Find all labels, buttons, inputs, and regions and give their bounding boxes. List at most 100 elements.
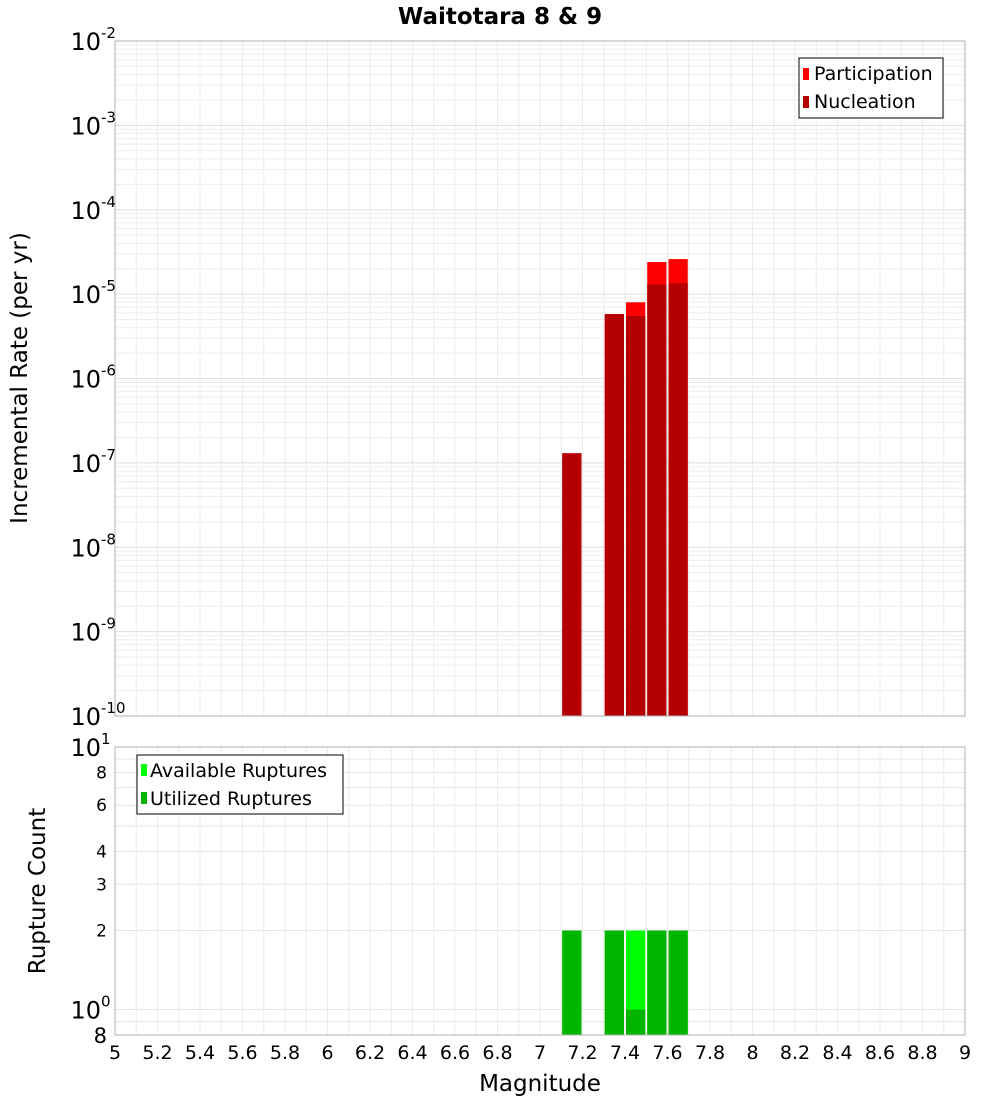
rate-bars <box>562 259 688 716</box>
svg-text:-4: -4 <box>101 193 116 211</box>
rate-y-tick-label: 10 -3 <box>70 108 116 140</box>
rate-y-tick-label: 10 -8 <box>70 530 116 562</box>
available-ruptures-legend-swatch <box>141 764 147 776</box>
x-tick-label: 8.8 <box>907 1042 937 1064</box>
nucleation-bar <box>562 453 582 716</box>
count-y-tick-label: 6 <box>96 796 107 816</box>
x-tick-label: 7.2 <box>567 1042 597 1064</box>
x-axis-label: Magnitude <box>479 1071 601 1097</box>
rate-y-tick-label: 10 -4 <box>70 193 116 225</box>
svg-text:10: 10 <box>70 734 101 762</box>
x-tick-label: 8.6 <box>865 1042 895 1064</box>
x-tick-label: 6 <box>321 1042 333 1064</box>
x-tick-label: 6.2 <box>355 1042 385 1064</box>
rate-legend: Participation Nucleation <box>798 57 944 119</box>
rate-y-tick-label: 10 -10 <box>70 699 125 731</box>
svg-text:6: 6 <box>96 796 107 816</box>
x-tick-label: 8.4 <box>822 1042 852 1064</box>
x-tick-label: 5.4 <box>185 1042 215 1064</box>
x-tick-labels: 5 5.2 5.4 5.6 5.8 6 6.2 6.4 6.6 6.8 7 7.2 7.4 7.6 7.8 8… <box>109 1042 971 1064</box>
svg-text:10: 10 <box>70 997 101 1025</box>
svg-text:-8: -8 <box>101 530 116 548</box>
available-ruptures-bar <box>626 930 646 1035</box>
svg-text:10: 10 <box>70 366 101 394</box>
count-y-tick-label: 8 <box>96 763 107 783</box>
rate-y-tick-label: 10 -9 <box>70 615 116 647</box>
x-tick-label: 5.2 <box>142 1042 172 1064</box>
svg-text:-2: -2 <box>101 24 116 42</box>
svg-text:10: 10 <box>70 281 101 309</box>
rate-y-tick-label: 10 -6 <box>70 362 116 394</box>
x-tick-label: 7 <box>534 1042 546 1064</box>
x-tick-label: 5 <box>109 1042 121 1064</box>
nucleation-bar <box>604 314 624 716</box>
svg-text:-5: -5 <box>101 277 116 295</box>
svg-text:-9: -9 <box>101 615 116 633</box>
count-y-tick-label: 8 <box>94 1024 107 1048</box>
utilized-ruptures-bar <box>562 930 582 1035</box>
utilized-ruptures-legend-swatch <box>141 792 147 804</box>
participation-legend-swatch <box>803 68 809 80</box>
x-tick-label: 7.4 <box>610 1042 640 1064</box>
x-tick-label: 6.4 <box>397 1042 427 1064</box>
nucleation-bar <box>626 316 646 716</box>
svg-text:4: 4 <box>96 842 107 862</box>
count-y-tick-label: 4 <box>96 842 107 862</box>
count-y-tick-label: 10 0 <box>70 993 110 1025</box>
count-bars <box>562 930 688 1035</box>
nucleation-legend-label: Nucleation <box>814 91 916 113</box>
utilized-ruptures-bar <box>668 930 688 1035</box>
svg-text:10: 10 <box>70 28 101 56</box>
svg-text:10: 10 <box>70 112 101 140</box>
x-tick-label: 8 <box>746 1042 758 1064</box>
count-legend: Available Ruptures Utilized Ruptures <box>136 754 344 815</box>
svg-text:-6: -6 <box>101 362 116 380</box>
x-tick-label: 9 <box>959 1042 971 1064</box>
svg-text:1: 1 <box>101 730 111 748</box>
svg-text:0: 0 <box>101 993 111 1011</box>
svg-text:-10: -10 <box>101 699 126 717</box>
x-tick-label: 7.8 <box>695 1042 725 1064</box>
count-y-tick-label: 10 1 <box>70 730 110 762</box>
x-tick-label: 5.6 <box>227 1042 257 1064</box>
svg-text:10: 10 <box>70 534 101 562</box>
rate-y-axis-label: Incremental Rate (per yr) <box>7 232 33 524</box>
svg-text:-3: -3 <box>101 108 116 126</box>
nucleation-bar <box>647 284 667 716</box>
chart-title: Waitotara 8 & 9 <box>398 4 602 30</box>
rate-y-tick-label: 10 -2 <box>70 24 116 56</box>
svg-text:8: 8 <box>96 763 107 783</box>
utilized-ruptures-bar <box>647 930 667 1035</box>
x-tick-label: 7.6 <box>652 1042 682 1064</box>
x-tick-label: 5.8 <box>270 1042 300 1064</box>
rate-gridlines <box>114 41 966 717</box>
svg-text:10: 10 <box>70 703 101 731</box>
rate-plot-frame <box>114 40 966 717</box>
svg-text:10: 10 <box>70 619 101 647</box>
svg-text:3: 3 <box>96 875 107 895</box>
svg-text:10: 10 <box>70 197 101 225</box>
svg-text:10: 10 <box>70 450 101 478</box>
nucleation-legend-swatch <box>803 96 809 108</box>
participation-legend-label: Participation <box>814 63 933 85</box>
rate-y-tick-label: 10 -7 <box>70 446 116 478</box>
x-tick-label: 6.8 <box>482 1042 512 1064</box>
utilized-ruptures-bar <box>604 930 624 1035</box>
x-tick-label: 6.6 <box>440 1042 470 1064</box>
svg-text:-7: -7 <box>101 446 116 464</box>
count-plot-frame <box>114 746 966 1036</box>
utilized-ruptures-legend-label: Utilized Ruptures <box>150 788 312 810</box>
utilized-ruptures-bar <box>626 1009 646 1035</box>
count-y-axis-label: Rupture Count <box>25 808 51 974</box>
count-y-tick-label: 2 <box>96 922 107 942</box>
available-ruptures-legend-label: Available Ruptures <box>150 760 327 782</box>
svg-text:2: 2 <box>96 922 107 942</box>
svg-text:8: 8 <box>94 1024 107 1048</box>
nucleation-bar <box>668 283 688 716</box>
count-y-tick-label: 3 <box>96 875 107 895</box>
rate-y-tick-label: 10 -5 <box>70 277 116 309</box>
rate-legend-box <box>798 57 944 119</box>
